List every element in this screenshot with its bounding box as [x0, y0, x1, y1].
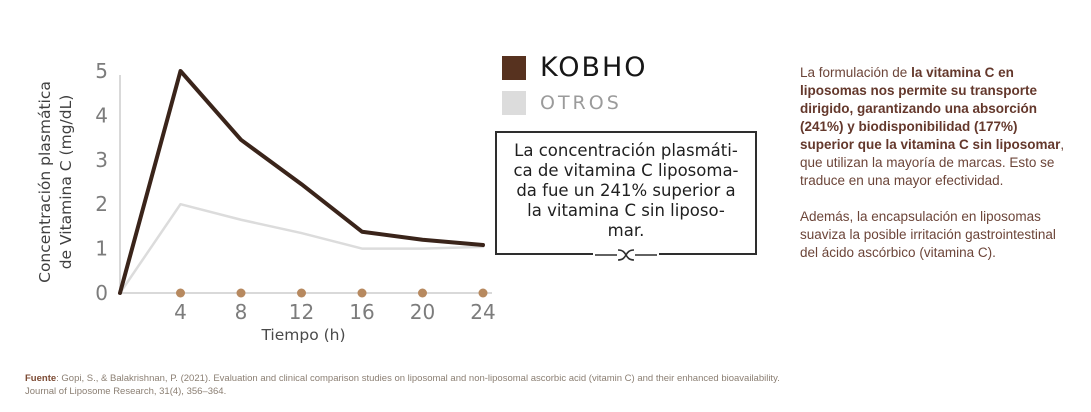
x-axis-marker-dot — [236, 288, 246, 298]
y-axis-label-line: Concentración plasmática — [36, 81, 54, 283]
y-axis-label-line: de Vitamina C (mg/dL) — [57, 95, 75, 270]
x-axis-marker-dot — [297, 288, 306, 298]
p1-rest: , que utilizan la mayoría de marcas. Est… — [800, 136, 1065, 188]
x-axis-marker-dot — [357, 288, 367, 298]
explanation-paragraph-2: Además, la encapsulación en liposomas su… — [800, 208, 1056, 260]
y-tick-label: 2 — [95, 192, 108, 216]
y-tick-label: 4 — [95, 103, 108, 127]
callout-line: mar. — [607, 221, 645, 240]
chart: 0 1 2 3 4 5 4 8 12 16 20 24 Tiempo (h) Concentración … — [0, 30, 520, 350]
y-tick-label: 5 — [95, 59, 108, 83]
legend-item-otros: OTROS — [502, 91, 648, 115]
callout-box: La concentración plasmáti- ca de vitamin… — [495, 131, 757, 263]
x-tick-label: 24 — [470, 300, 495, 324]
x-tick-label: 12 — [289, 300, 314, 324]
y-tick-label: 3 — [95, 148, 108, 172]
p1-intro: La formulación de — [800, 65, 912, 80]
x-axis-marker-dot — [418, 288, 427, 298]
callout-line: da fue un 241% superior a — [516, 181, 736, 200]
otros-label: OTROS — [540, 92, 622, 114]
series-line-otros — [118, 202, 485, 295]
source-text: : Gopi, S., & Balakrishnan, P. (2021). E… — [25, 373, 780, 398]
y-tick-label: 0 — [95, 281, 108, 305]
callout-line: La concentración plasmáti- — [514, 141, 738, 160]
x-tick-label: 16 — [349, 300, 374, 324]
x-tick-label: 20 — [410, 300, 435, 324]
callout-line: ca de vitamina C liposoma- — [513, 161, 739, 180]
x-tick-label: 4 — [174, 300, 187, 324]
kobho-swatch — [502, 55, 526, 80]
x-tick-label: 8 — [235, 300, 248, 324]
otros-swatch — [502, 91, 526, 115]
x-axis-marker-dot — [478, 288, 488, 298]
source-label: Fuente — [25, 373, 57, 384]
explanation-paragraph-1: La formulación de la vitamina C en lipos… — [800, 64, 1072, 190]
x-axis-marker-dot — [176, 288, 185, 298]
legend-item-kobho: KOBHO — [502, 52, 648, 83]
explanation-text-block: La formulación de la vitamina C en lipos… — [800, 64, 1072, 280]
series-line-kobho — [118, 69, 485, 295]
x-axis-label: Tiempo (h) — [260, 326, 345, 344]
p1-bold: la vitamina C en liposomas nos permite s… — [800, 65, 1061, 152]
y-tick-label: 1 — [95, 237, 108, 261]
chart-legend: KOBHO OTROS — [502, 52, 648, 123]
callout-line: la vitamina C sin liposo- — [527, 201, 725, 220]
kobho-logo-label: KOBHO — [540, 52, 648, 83]
source-citation: Fuente: Gopi, S., & Balakrishnan, P. (20… — [25, 372, 785, 399]
bowtie-divider-icon — [593, 247, 659, 263]
